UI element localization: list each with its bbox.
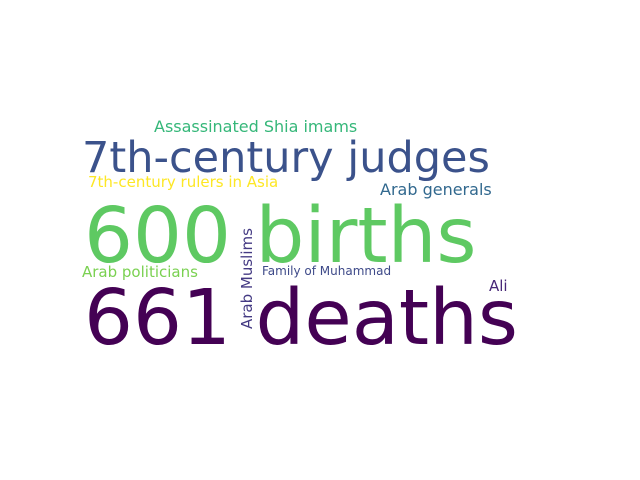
- word-arab-generals: Arab generals: [380, 180, 492, 199]
- word-661-deaths: 661 deaths: [84, 274, 518, 363]
- word-arab-politicians: Arab politicians: [82, 263, 198, 281]
- word-ali: Ali: [489, 277, 508, 295]
- word-family-of-muhammad: Family of Muhammad: [262, 264, 392, 278]
- word-arab-muslims: Arab Muslims: [238, 228, 256, 329]
- word-600-births: 600 births: [84, 192, 477, 281]
- word-7th-century-judges: 7th-century judges: [82, 133, 490, 183]
- word-assassinated-shia-imams: Assassinated Shia imams: [154, 117, 358, 136]
- word-7th-century-rulers-in-asia: 7th-century rulers in Asia: [88, 173, 279, 191]
